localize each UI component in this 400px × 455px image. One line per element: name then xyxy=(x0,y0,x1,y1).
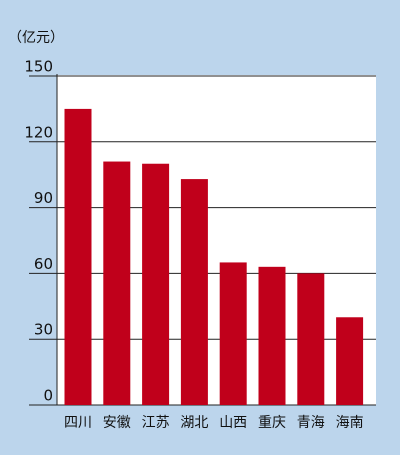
bar xyxy=(258,266,286,405)
bar xyxy=(180,179,208,405)
y-axis-label: （亿元） xyxy=(8,30,64,46)
x-tick-label: 安徽 xyxy=(103,415,131,431)
bar xyxy=(64,108,92,406)
bar xyxy=(142,163,170,405)
y-tick-label: 60 xyxy=(34,255,53,273)
x-tick-label: 重庆 xyxy=(258,415,286,431)
y-tick-label: 150 xyxy=(24,58,53,76)
x-tick-label: 海南 xyxy=(336,415,364,431)
x-tick-label: 湖北 xyxy=(180,415,208,431)
y-tick-label: 0 xyxy=(43,387,53,405)
x-tick-label: 青海 xyxy=(297,415,325,431)
y-tick-label: 120 xyxy=(24,123,53,141)
bar xyxy=(103,161,131,405)
x-tick-label: 江苏 xyxy=(142,415,170,431)
y-tick-label: 30 xyxy=(34,321,53,339)
x-tick-label: 四川 xyxy=(64,415,92,431)
bar xyxy=(297,273,325,405)
bar xyxy=(219,262,247,405)
x-tick-label: 山西 xyxy=(219,415,247,431)
bar xyxy=(336,317,364,405)
y-tick-label: 90 xyxy=(34,189,53,207)
